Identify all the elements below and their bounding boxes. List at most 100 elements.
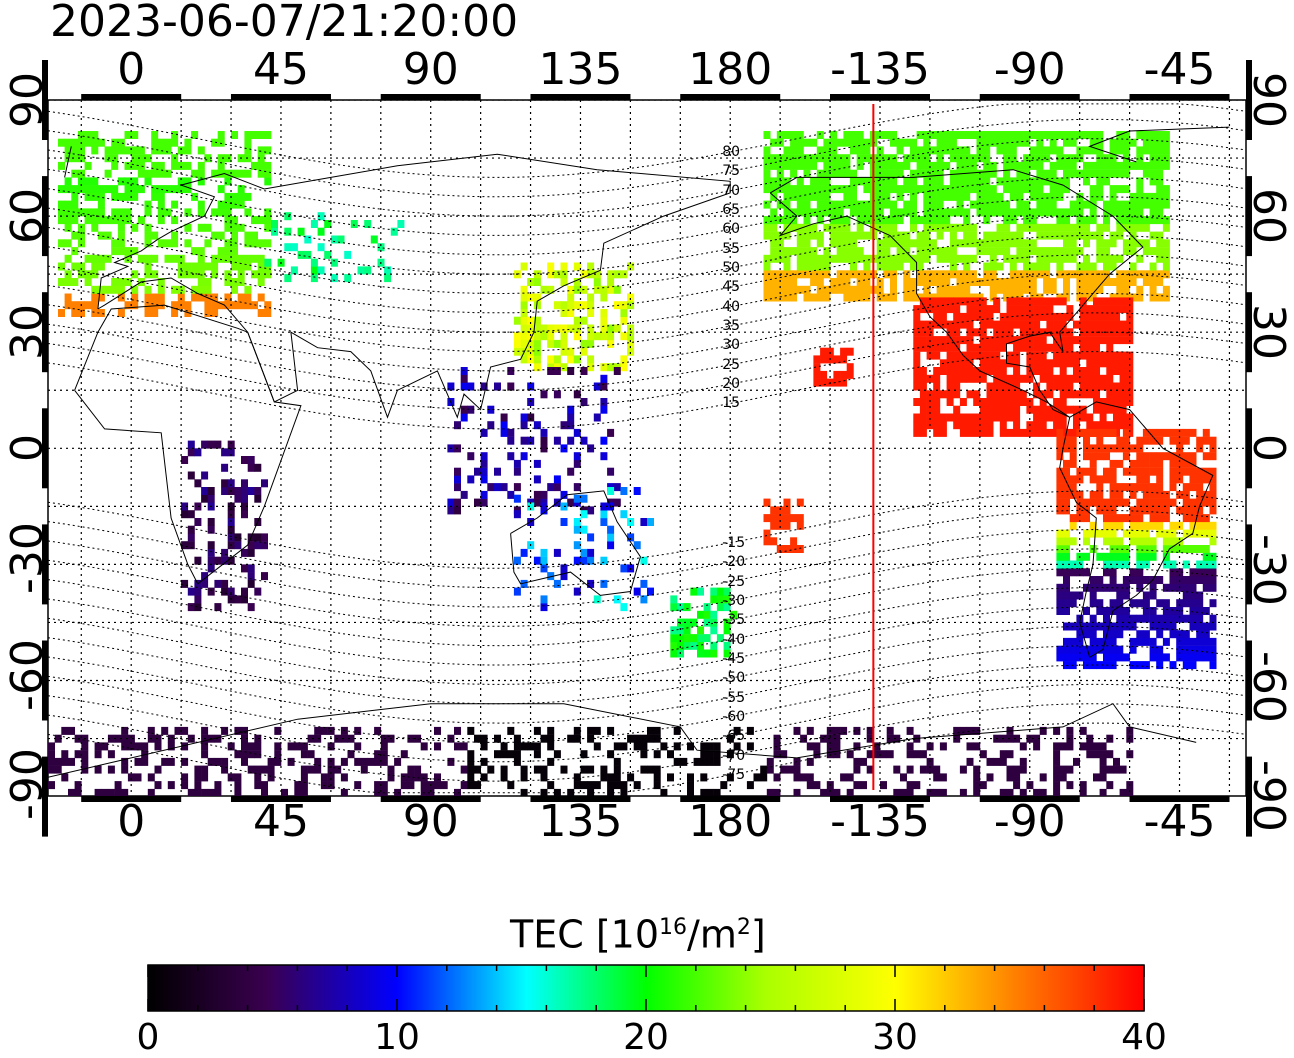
tec-cell xyxy=(986,757,994,766)
tec-cell xyxy=(1136,568,1144,577)
tec-cell xyxy=(241,726,248,735)
tec-cell xyxy=(607,487,615,495)
tec-cell xyxy=(910,208,917,217)
tec-cell xyxy=(946,305,954,314)
tec-cell xyxy=(91,270,99,279)
tec-cell xyxy=(810,223,818,232)
tec-cell xyxy=(1063,483,1070,492)
tec-cell xyxy=(357,266,365,275)
tec-cell xyxy=(833,355,841,364)
tec-cell xyxy=(1156,529,1164,538)
tec-cell xyxy=(567,405,575,414)
tec-cell xyxy=(1156,452,1164,461)
tec-cell xyxy=(1023,161,1031,170)
tec-cell xyxy=(923,285,931,294)
tec-cell xyxy=(1009,278,1017,286)
tec-cell xyxy=(507,452,515,461)
tec-cell xyxy=(264,258,272,267)
tec-cell xyxy=(237,278,245,286)
tec-cell xyxy=(144,223,152,232)
tec-cell xyxy=(1056,568,1064,577)
tec-cell xyxy=(1116,231,1124,240)
tec-cell xyxy=(1122,185,1130,194)
mlat-label: -70 xyxy=(722,747,746,764)
tec-cell xyxy=(454,475,461,484)
tec-cell xyxy=(1019,297,1027,306)
tec-cell xyxy=(1016,185,1024,194)
tec-cell xyxy=(633,487,641,495)
tec-cell xyxy=(770,537,778,546)
tec-cell xyxy=(667,750,674,759)
tec-cell xyxy=(1026,351,1034,360)
tec-cell xyxy=(863,177,871,186)
tec-cell xyxy=(580,339,588,348)
tec-cell xyxy=(573,390,581,399)
tec-cell xyxy=(247,456,255,464)
tec-cell xyxy=(1046,320,1054,329)
tec-cell xyxy=(1196,436,1204,445)
tec-cell xyxy=(683,603,691,612)
tec-cell xyxy=(1073,351,1080,360)
tec-cell xyxy=(607,781,615,790)
tec-cell xyxy=(890,177,897,186)
tec-cell xyxy=(936,254,944,263)
tec-cell xyxy=(1093,351,1100,360)
tec-cell xyxy=(1093,312,1100,321)
tec-cell xyxy=(274,726,282,735)
tec-cell xyxy=(820,370,828,379)
tec-cell xyxy=(1033,367,1041,375)
tec-cell xyxy=(1156,239,1164,248)
tec-cell xyxy=(959,421,967,430)
tec-cell xyxy=(973,305,981,314)
tec-cell xyxy=(1202,428,1210,437)
tec-cell xyxy=(214,556,222,565)
tec-cell xyxy=(197,146,205,155)
tec-cell xyxy=(1049,161,1057,170)
tec-cell xyxy=(560,765,568,774)
tec-cell xyxy=(1162,560,1170,569)
tec-cell xyxy=(1066,336,1074,345)
tec-cell xyxy=(1006,374,1014,383)
tec-cell xyxy=(1096,637,1104,646)
tec-cell xyxy=(187,587,195,596)
tec-cell xyxy=(830,254,838,263)
tec-cell xyxy=(953,374,961,383)
tec-cell xyxy=(1136,285,1144,294)
tec-cell xyxy=(1176,653,1184,662)
tec-cell xyxy=(979,351,987,360)
tec-cell xyxy=(979,398,987,406)
tec-cell xyxy=(966,343,974,352)
tec-cell xyxy=(1109,459,1117,468)
tec-cell xyxy=(833,378,841,387)
tec-cell xyxy=(790,185,798,194)
tec-cell xyxy=(1089,630,1097,639)
tec-cell xyxy=(1009,185,1017,194)
tec-cell xyxy=(254,587,262,596)
tec-cell xyxy=(1136,521,1144,530)
tec-cell xyxy=(916,185,924,194)
tec-cell xyxy=(1149,428,1157,437)
tec-cell xyxy=(1063,529,1070,538)
tec-cell xyxy=(973,351,981,360)
tec-cell xyxy=(1202,637,1210,646)
tec-cell xyxy=(137,254,145,263)
tec-cell xyxy=(1039,328,1047,337)
tec-cell xyxy=(1119,297,1127,306)
tec-cell xyxy=(340,773,348,782)
tec-cell xyxy=(803,169,811,178)
tec-cell xyxy=(1029,278,1037,286)
tec-cell xyxy=(354,781,362,790)
tec-cell xyxy=(1033,405,1041,414)
tec-cell xyxy=(1103,537,1110,546)
tec-cell xyxy=(1182,599,1190,608)
tec-cell xyxy=(1169,537,1177,546)
tec-cell xyxy=(1142,607,1150,615)
tec-cell xyxy=(234,541,242,550)
tec-cell xyxy=(1006,305,1014,314)
tec-cell xyxy=(607,270,615,279)
tec-cell xyxy=(251,131,258,139)
tec-cell xyxy=(600,316,608,325)
tec-cell xyxy=(936,208,944,217)
tec-cell xyxy=(1196,560,1204,569)
tec-cell xyxy=(1013,413,1021,422)
